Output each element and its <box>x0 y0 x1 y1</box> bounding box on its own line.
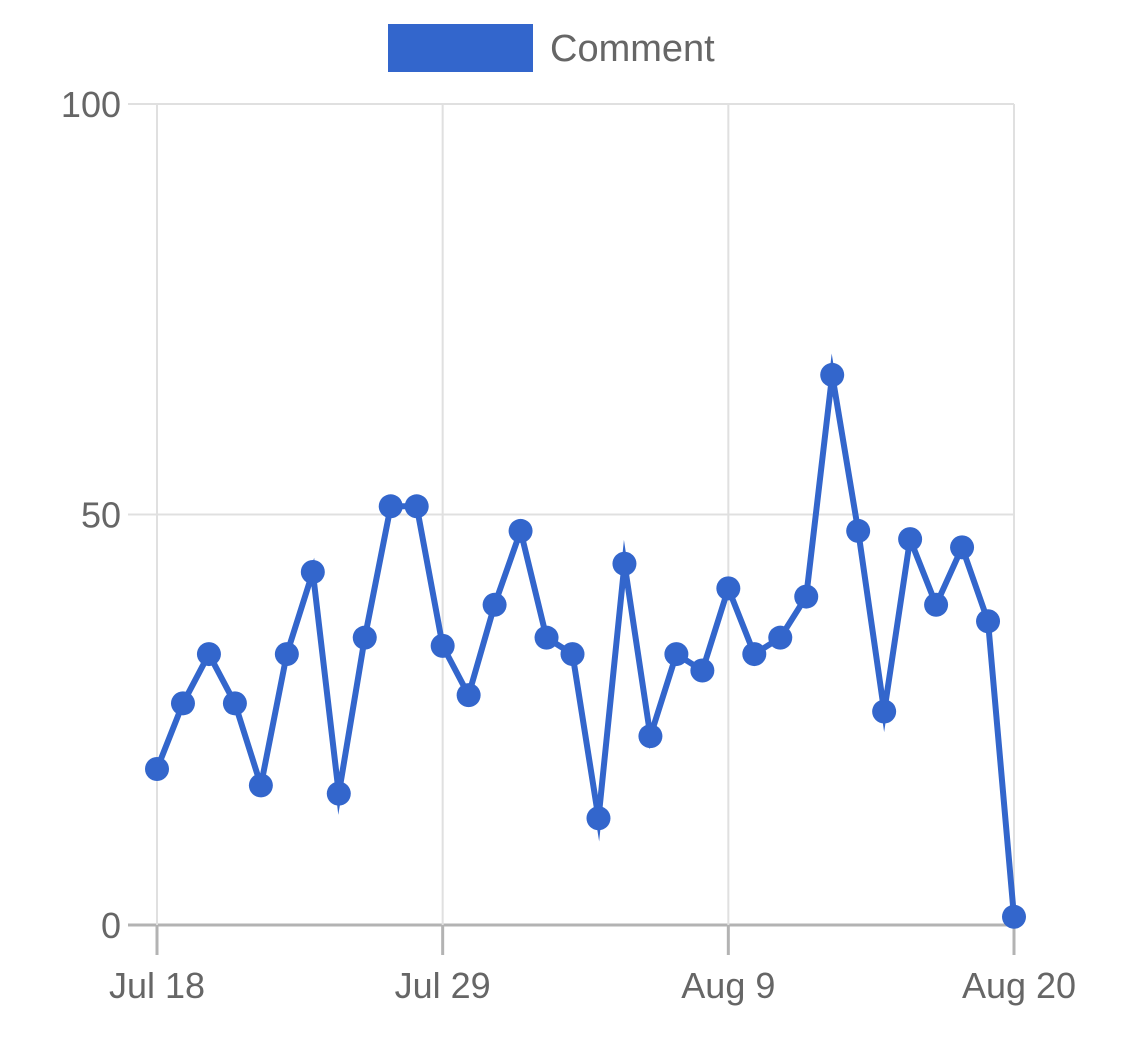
y-axis-tick-labels: 0 50 100 <box>61 84 121 946</box>
legend-label-comment[interactable]: Comment <box>550 28 715 70</box>
data-point[interactable] <box>300 559 325 584</box>
y-tick-label: 50 <box>81 495 121 536</box>
data-point[interactable] <box>196 642 221 667</box>
data-point[interactable] <box>664 642 689 667</box>
data-point[interactable] <box>846 518 871 543</box>
y-tick-label: 100 <box>61 84 121 125</box>
y-tick-label: 0 <box>101 905 121 946</box>
grid-lines <box>128 103 1015 927</box>
data-point[interactable] <box>690 658 715 683</box>
x-axis-tick-labels: Jul 18 Jul 29 Aug 9 Aug 20 <box>109 965 1076 1006</box>
data-point[interactable] <box>1002 904 1026 929</box>
data-point[interactable] <box>638 724 663 749</box>
data-point[interactable] <box>768 625 793 650</box>
data-point[interactable] <box>924 592 949 617</box>
data-point[interactable] <box>950 535 975 560</box>
data-point[interactable] <box>742 642 767 667</box>
data-point[interactable] <box>378 494 403 519</box>
data-point[interactable] <box>872 699 897 724</box>
data-point[interactable] <box>222 691 247 716</box>
data-point[interactable] <box>326 781 351 806</box>
x-tick-label: Aug 9 <box>681 965 775 1006</box>
data-point[interactable] <box>248 773 273 798</box>
axes <box>155 104 1016 955</box>
data-point[interactable] <box>508 518 533 543</box>
data-point[interactable] <box>586 806 611 831</box>
data-point[interactable] <box>976 609 1001 634</box>
x-tick-label: Jul 29 <box>395 965 491 1006</box>
data-point[interactable] <box>430 633 455 658</box>
data-point[interactable] <box>145 757 169 782</box>
data-point[interactable] <box>170 691 195 716</box>
data-point[interactable] <box>352 625 377 650</box>
data-point[interactable] <box>794 584 819 609</box>
data-point[interactable] <box>456 683 481 708</box>
data-point[interactable] <box>404 494 429 519</box>
data-point[interactable] <box>560 642 585 667</box>
x-tick-label: Aug 20 <box>962 965 1076 1006</box>
legend-swatch-comment[interactable] <box>388 24 533 72</box>
data-point[interactable] <box>612 551 637 576</box>
series-line-comment <box>154 353 1017 918</box>
data-point[interactable] <box>820 362 845 387</box>
data-point[interactable] <box>482 592 507 617</box>
series-comment <box>145 353 1026 929</box>
data-point[interactable] <box>898 527 923 552</box>
data-point[interactable] <box>274 642 299 667</box>
data-point[interactable] <box>534 625 559 650</box>
legend[interactable]: Comment <box>388 24 715 72</box>
data-point[interactable] <box>716 576 741 601</box>
x-tick-label: Jul 18 <box>109 965 205 1006</box>
